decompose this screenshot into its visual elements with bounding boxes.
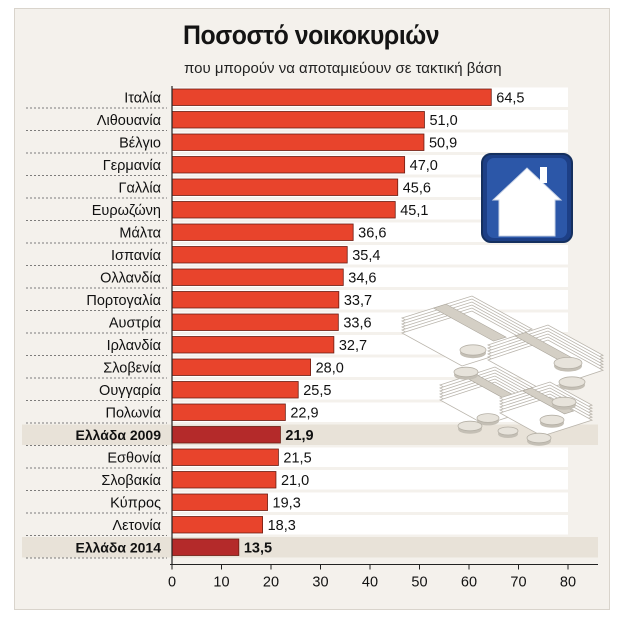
value-label: 28,0 [316,360,344,376]
x-tick-label: 20 [263,575,279,591]
category-label: Γαλλία [119,180,161,196]
x-tick-label: 0 [168,575,176,591]
bar [171,471,277,489]
bar [171,381,299,399]
x-tick-label: 70 [510,575,526,591]
value-label: 45,6 [403,180,431,196]
bar [171,448,279,466]
x-tick-label: 10 [213,575,229,591]
category-label: Ουγγαρία [99,383,161,399]
bar [171,313,339,331]
x-tick-label: 50 [411,575,427,591]
category-label: Ελλάδα 2014 [76,539,162,555]
category-label: Ευρωζώνη [92,203,161,219]
value-label: 18,3 [268,518,296,534]
house-icon [481,153,573,243]
x-tick-label: 30 [312,575,328,591]
bar [171,538,240,556]
category-label: Μάλτα [119,225,161,241]
bar [171,493,268,511]
value-label: 51,0 [429,113,457,129]
category-label: Ολλανδία [100,270,161,286]
bar [171,111,425,129]
category-label: Ισπανία [111,248,161,264]
category-label: Πορτογαλία [86,293,161,309]
value-label: 21,0 [281,473,309,489]
bar [171,133,425,151]
bar [171,223,354,241]
category-label: Σλοβακία [101,473,161,489]
row-stripe [172,492,568,512]
bar [171,268,344,286]
highlight-band [22,537,598,558]
bar [171,291,340,309]
category-label: Αυστρία [109,315,161,331]
value-label: 34,6 [348,270,376,286]
value-label: 35,4 [352,248,380,264]
bar [171,201,396,219]
value-label: 25,5 [303,383,331,399]
category-label: Κύπρος [110,495,161,511]
row-stripe [172,515,568,535]
bar [171,516,263,534]
x-tick-label: 60 [461,575,477,591]
category-label: Βέλγιο [119,135,161,151]
bar [171,358,312,376]
x-tick-label: 80 [560,575,576,591]
bar [171,88,492,106]
bar [171,246,348,264]
category-label: Γερμανία [103,158,161,174]
category-label: Λετονία [112,518,161,534]
category-label: Ελλάδα 2009 [76,427,162,443]
value-label: 21,5 [283,450,311,466]
value-label: 13,5 [244,540,272,556]
category-label: Ιρλανδία [107,338,161,354]
category-label: Σλοβενία [103,360,161,376]
category-label: Πολωνία [106,405,161,421]
value-label: 50,9 [429,135,457,151]
category-label: Εσθονία [107,450,161,466]
value-label: 36,6 [358,225,386,241]
chart-subtitle: που μπορούν να αποταμιεύουν σε τακτική β… [184,60,502,77]
value-label: 33,7 [344,293,372,309]
bar [171,178,399,196]
category-label: Ιταλία [124,90,161,106]
value-label: 64,5 [496,90,524,106]
chart-title: Ποσοστό νοικοκυριών [183,20,440,50]
value-label: 21,9 [285,428,313,444]
bar [171,336,335,354]
value-label: 19,3 [273,495,301,511]
category-label: Λιθουανία [97,113,161,129]
value-label: 22,9 [290,405,318,421]
value-label: 45,1 [400,203,428,219]
bar [171,426,281,444]
value-label: 32,7 [339,338,367,354]
highlight-band [22,424,598,445]
value-label: 33,6 [343,315,371,331]
x-tick-label: 40 [362,575,378,591]
money-illustration [400,295,604,446]
bar [171,156,406,174]
value-label: 47,0 [410,158,438,174]
bar [171,403,286,421]
